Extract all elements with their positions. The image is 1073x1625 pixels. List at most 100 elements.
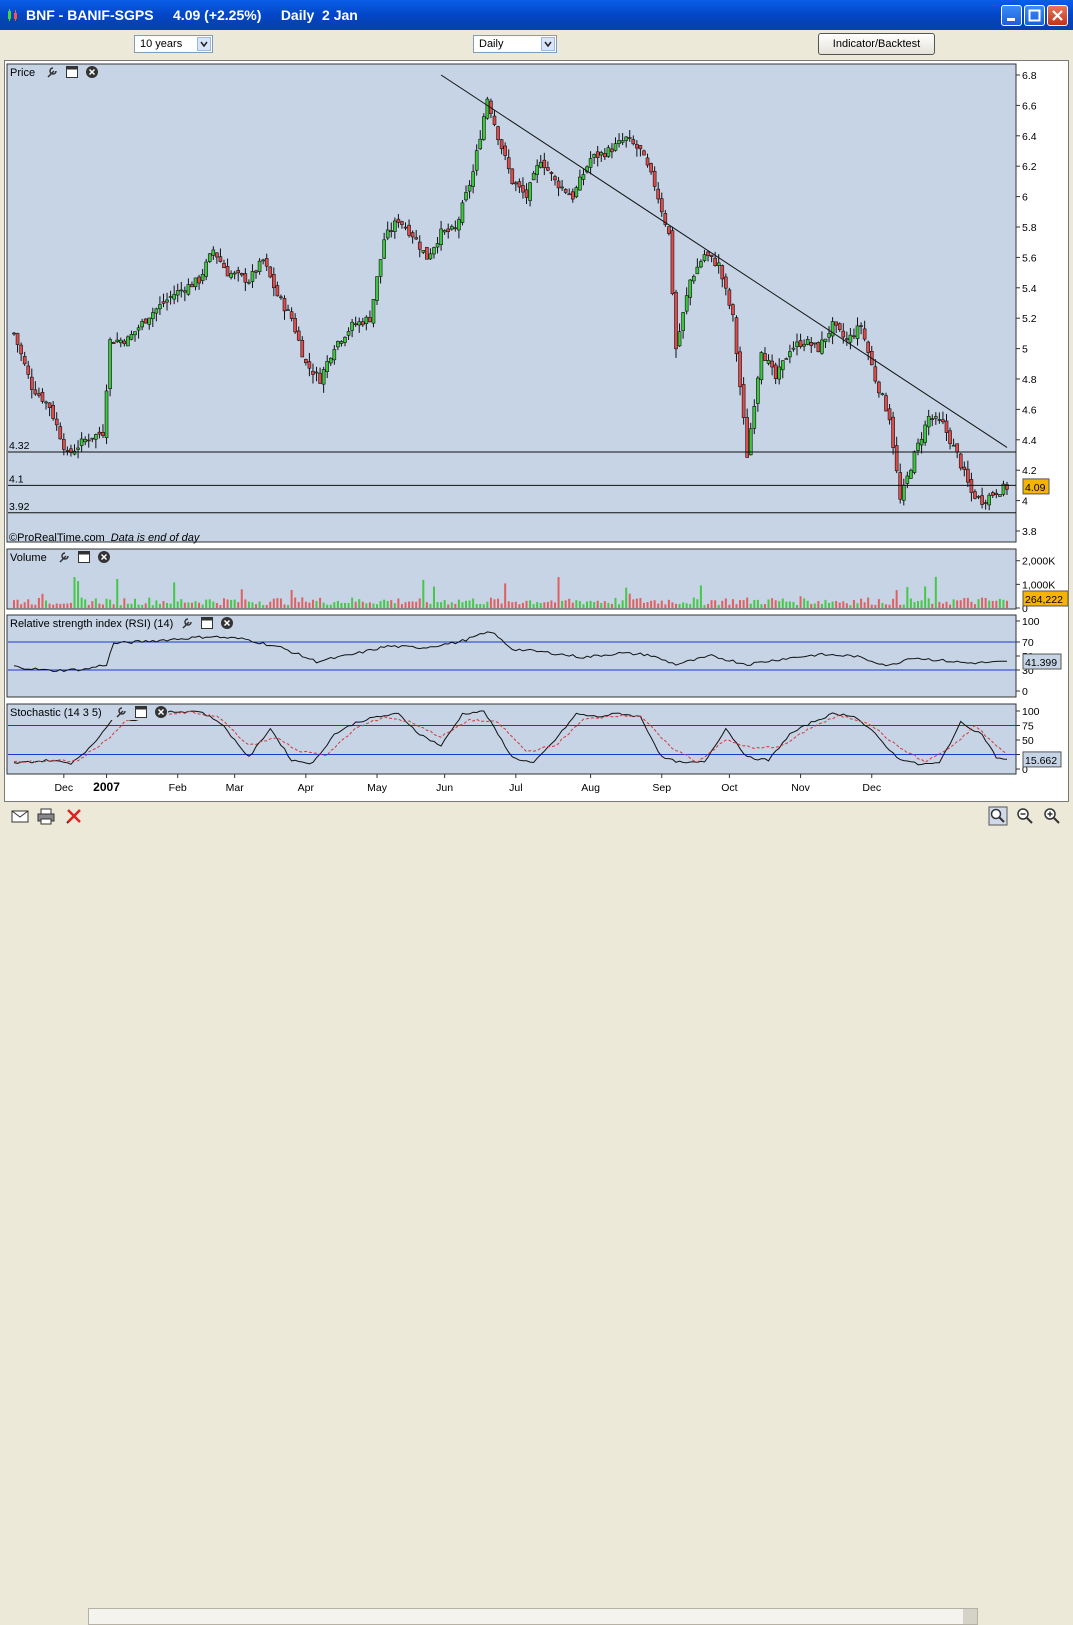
candle-up: [346, 331, 351, 336]
horizontal-scrollbar[interactable]: [88, 1608, 978, 1625]
price-ytick-label: 3.8: [1022, 526, 1037, 538]
scrollbar-thumb[interactable]: [963, 1609, 977, 1624]
volume-bar: [112, 604, 115, 608]
close-panel-icon[interactable]: [155, 706, 167, 718]
candle-up: [250, 271, 255, 282]
candle-up: [688, 279, 693, 298]
volume-bar: [539, 603, 542, 608]
candle-down: [852, 335, 856, 338]
volume-bar: [344, 602, 346, 608]
volume-bar: [472, 598, 475, 608]
window-icon[interactable]: [78, 551, 90, 563]
volume-bar: [568, 598, 571, 608]
volume-bar: [208, 599, 211, 608]
window-icon[interactable]: [66, 66, 78, 78]
volume-bar: [315, 600, 318, 608]
volume-bar: [379, 601, 382, 608]
window-icon[interactable]: [201, 617, 213, 629]
wrench-icon[interactable]: [59, 552, 69, 563]
minimize-button[interactable]: [1001, 5, 1022, 26]
volume-bar: [30, 604, 33, 608]
candle-up: [905, 475, 910, 484]
volume-bar: [468, 600, 471, 608]
candle-down: [417, 241, 422, 250]
volume-bar: [109, 599, 112, 608]
candle-up: [624, 136, 628, 141]
candle-down: [453, 227, 458, 230]
zoom-out-icon[interactable]: [1015, 806, 1035, 826]
volume-bar: [1002, 599, 1005, 608]
volume-bar: [16, 599, 19, 608]
candle-down: [990, 492, 995, 496]
candle-down: [506, 157, 511, 170]
zoom-in-icon[interactable]: [1042, 806, 1062, 826]
close-button[interactable]: [1047, 5, 1068, 26]
candle-down: [236, 269, 241, 274]
volume-bar: [521, 602, 524, 608]
volume-bar: [144, 603, 147, 608]
volume-bar: [511, 602, 514, 608]
candle-down: [521, 185, 525, 193]
candle-down: [293, 318, 297, 333]
candle-down: [218, 256, 223, 262]
delete-drawings-icon[interactable]: [64, 806, 84, 826]
volume-bar: [98, 603, 101, 608]
candle-down: [837, 323, 842, 330]
volume-bar: [237, 602, 240, 608]
candle-down: [638, 145, 643, 150]
wrench-icon[interactable]: [116, 707, 126, 718]
close-panel-icon[interactable]: [221, 617, 233, 629]
maximize-button[interactable]: [1024, 5, 1045, 26]
close-panel-icon[interactable]: [86, 66, 98, 78]
volume-bar: [739, 599, 742, 608]
candle-down: [670, 230, 675, 294]
volume-bar: [436, 601, 439, 608]
candle-up: [350, 321, 354, 331]
volume-bar: [593, 602, 596, 608]
candle-down: [29, 376, 34, 390]
candle-down: [937, 419, 942, 421]
close-panel-icon[interactable]: [98, 551, 110, 563]
chevron-down-icon: [197, 37, 211, 51]
x-axis: Dec 2007 Feb Mar Apr May Jun Jul Aug Sep Oct Nov Dec: [54, 774, 881, 794]
volume-bar: [906, 587, 909, 608]
print-icon[interactable]: [36, 806, 56, 826]
indicator-series-line: [13, 710, 1008, 766]
candle-up: [748, 428, 753, 456]
candle-up: [464, 192, 468, 201]
volume-bar: [717, 604, 720, 608]
wrench-icon[interactable]: [47, 67, 57, 78]
volume-bar: [397, 598, 400, 608]
candle-down: [26, 365, 31, 375]
volume-bar: [575, 600, 578, 608]
candle-down: [282, 298, 287, 312]
wrench-icon[interactable]: [182, 618, 192, 629]
volume-bar: [735, 604, 738, 608]
indicator-backtest-button[interactable]: Indicator/Backtest: [818, 33, 935, 55]
indicator-ytick-label: 50: [1022, 735, 1034, 747]
volume-bar: [66, 603, 69, 608]
range-select[interactable]: 10 years: [134, 35, 213, 53]
interval-select[interactable]: Daily: [473, 35, 557, 53]
volume-bar: [603, 601, 606, 608]
volume-bar: [899, 604, 902, 608]
volume-bar: [884, 604, 887, 608]
candle-up: [133, 331, 137, 336]
price-ytick-label: 5.2: [1022, 313, 1037, 325]
volume-bar: [215, 602, 218, 608]
candle-down: [19, 344, 23, 355]
candle-up: [677, 331, 682, 347]
email-icon[interactable]: [10, 806, 30, 826]
candle-down: [962, 466, 967, 470]
window-icon[interactable]: [135, 706, 147, 718]
volume-bar: [924, 586, 927, 608]
candle-down: [969, 479, 974, 493]
volume-bar: [222, 598, 225, 608]
zoom-select-icon[interactable]: [988, 806, 1008, 826]
candle-up: [752, 406, 757, 429]
rsi-panel-label: Relative strength index (RSI) (14): [10, 618, 173, 630]
volume-bar: [518, 604, 521, 608]
candle-down: [389, 230, 394, 232]
volume-bar: [247, 601, 250, 608]
